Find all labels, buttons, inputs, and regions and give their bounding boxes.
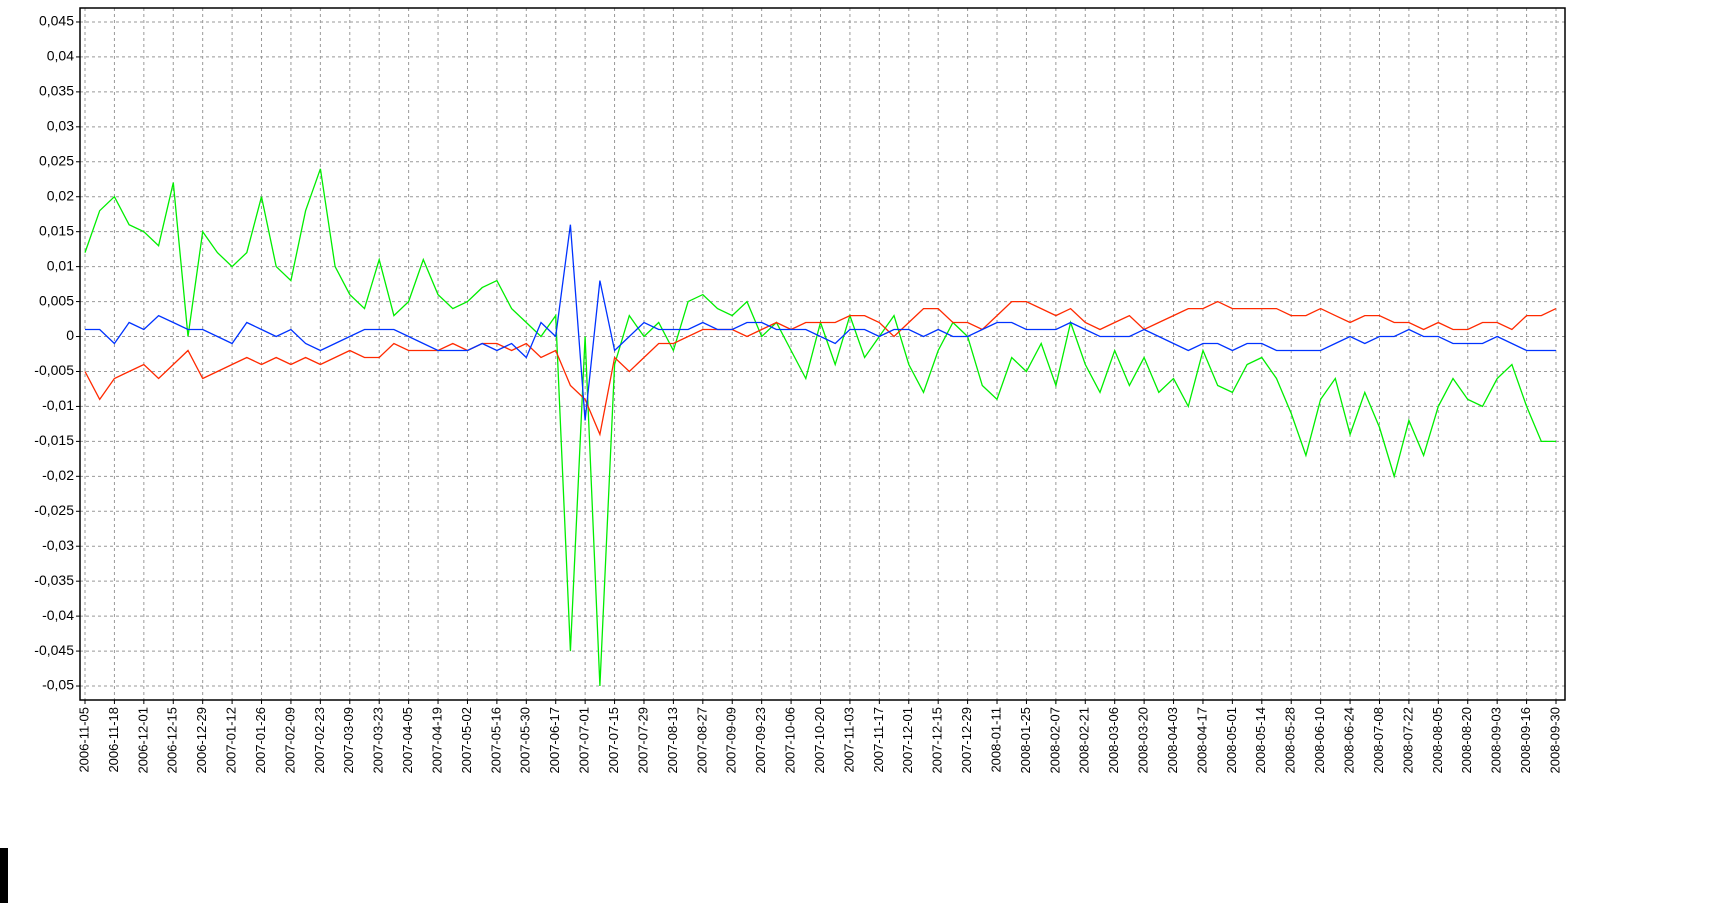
x-tick-label: 2008-09-16 <box>1518 707 1533 774</box>
x-tick-label: 2007-04-19 <box>429 707 444 774</box>
y-tick-label: -0,005 <box>34 362 74 378</box>
x-tick-label: 2008-08-20 <box>1459 707 1474 774</box>
x-tick-label: 2008-02-21 <box>1077 707 1092 774</box>
x-tick-label: 2007-12-15 <box>930 707 945 774</box>
corner-mark <box>0 848 8 903</box>
x-tick-label: 2008-01-25 <box>1018 707 1033 774</box>
y-tick-label: -0,025 <box>34 502 74 518</box>
series-line <box>85 224 1556 421</box>
x-tick-label: 2008-06-24 <box>1341 707 1356 774</box>
y-tick-label: -0,03 <box>42 537 74 553</box>
x-tick-label: 2008-07-22 <box>1400 707 1415 774</box>
x-tick-label: 2008-05-14 <box>1253 707 1268 774</box>
x-tick-label: 2008-05-28 <box>1283 707 1298 774</box>
x-tick-label: 2007-10-20 <box>812 707 827 774</box>
series-line <box>84 300 1557 437</box>
y-tick-label: 0,035 <box>39 83 74 99</box>
x-tick-label: 2008-03-06 <box>1106 707 1121 774</box>
y-tick-label: -0,01 <box>42 397 74 413</box>
y-tick-label: 0,015 <box>39 222 74 238</box>
y-tick-label: -0,05 <box>42 677 74 693</box>
x-tick-label: 2008-05-01 <box>1224 707 1239 774</box>
y-tick-label: -0,045 <box>34 642 74 658</box>
y-tick-label: 0,02 <box>47 187 74 203</box>
y-tick-label: -0,04 <box>42 607 74 623</box>
x-tick-label: 2006-12-29 <box>194 707 209 774</box>
x-tick-label: 2006-11-05 <box>76 707 91 773</box>
y-tick-label: 0,045 <box>39 13 74 29</box>
y-tick-label: 0,005 <box>39 292 74 308</box>
plot-area: 0,045 0,04 0,035 0,03 0,025 0,02 0,015 0,01 0,00… <box>34 8 1565 774</box>
y-tick-label: -0,035 <box>34 572 74 588</box>
x-tick-label: 2008-02-07 <box>1047 707 1062 774</box>
x-tick-label: 2007-07-29 <box>635 707 650 774</box>
y-tick-label: 0,01 <box>47 257 74 273</box>
x-tick-label: 2007-02-09 <box>282 707 297 774</box>
y-tick-label: 0,025 <box>39 152 74 168</box>
x-tick-label: 2008-08-05 <box>1430 707 1445 774</box>
x-tick-label: 2008-09-03 <box>1489 707 1504 774</box>
x-tick-label: 2007-08-13 <box>665 707 680 774</box>
x-tick-label: 2007-01-12 <box>224 707 239 774</box>
x-tick-label: 2007-08-27 <box>694 707 709 774</box>
x-tick-label: 2007-09-09 <box>724 707 739 774</box>
x-tick-label: 2007-10-06 <box>783 707 798 774</box>
x-tick-label: 2008-01-11 <box>988 707 1003 773</box>
x-tick-label: 2007-03-09 <box>341 707 356 774</box>
x-tick-label: 2007-05-02 <box>459 707 474 774</box>
x-tick-label: 2006-12-01 <box>135 707 150 774</box>
y-tick-label: 0,04 <box>47 48 74 64</box>
x-tick-label: 2008-03-20 <box>1136 707 1151 774</box>
x-tick-label: 2006-12-15 <box>165 707 180 774</box>
x-tick-label: 2007-02-23 <box>312 707 327 774</box>
y-tick-label: -0,015 <box>34 432 74 448</box>
x-tick-label: 2007-04-05 <box>400 707 415 774</box>
y-tick-label: -0,02 <box>42 467 74 483</box>
x-tick-label: 2008-06-10 <box>1312 707 1327 774</box>
x-tick-label: 2008-04-03 <box>1165 707 1180 774</box>
x-tick-label: 2007-12-01 <box>900 707 915 774</box>
x-tick-label: 2007-11-03 <box>841 707 856 773</box>
x-tick-label: 2007-05-16 <box>488 707 503 774</box>
x-tick-label: 2007-07-15 <box>606 707 621 774</box>
x-tick-label: 2007-03-23 <box>371 707 386 774</box>
x-tick-label: 2007-09-23 <box>753 707 768 774</box>
plot-border <box>79 7 1566 701</box>
x-tick-label: 2008-07-08 <box>1371 707 1386 774</box>
y-tick-label: 0,03 <box>47 118 74 134</box>
x-tick-label: 2008-04-17 <box>1194 707 1209 774</box>
x-tick-label: 2007-05-30 <box>518 707 533 774</box>
x-tick-label: 2007-01-26 <box>253 707 268 774</box>
x-tick-label: 2007-12-29 <box>959 707 974 774</box>
y-tick-label: 0 <box>66 327 74 343</box>
x-tick-label: 2007-11-17 <box>871 707 886 773</box>
x-tick-label: 2008-09-30 <box>1547 707 1562 774</box>
x-tick-label: 2006-11-18 <box>106 707 121 773</box>
x-tick-label: 2007-06-17 <box>547 707 562 774</box>
x-tick-label: 2007-07-01 <box>577 707 592 774</box>
